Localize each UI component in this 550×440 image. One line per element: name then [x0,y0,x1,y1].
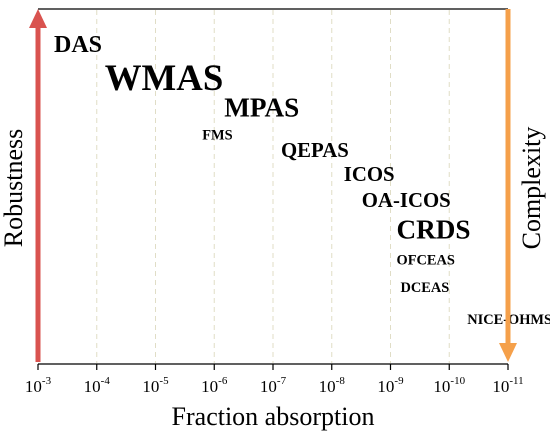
complexity-arrowhead [499,343,517,362]
technique-label-fms: FMS [202,127,232,143]
y-axis-label-left: Robustness [0,129,28,247]
x-tick-label: 10-3 [25,375,52,396]
technique-label-wmas: WMAS [105,57,224,98]
technique-label-das: DAS [54,32,102,58]
x-tick-label: 10-9 [377,375,404,396]
x-tick-label: 10-6 [201,375,228,396]
technique-label-crds: CRDS [397,215,471,245]
technique-label-qepas: QEPAS [281,139,349,162]
technique-label-mpas: MPAS [224,93,299,123]
x-axis-label: Fraction absorption [172,402,375,431]
technique-label-oa-icos: OA-ICOS [362,189,451,212]
x-tick-label: 10-7 [260,375,287,396]
grid-lines [96,10,450,363]
technique-label-icos: ICOS [344,163,395,186]
y-axis-label-right: Complexity [517,127,546,250]
technique-label-dceas: DCEAS [401,280,450,296]
x-tick-label: 10-10 [433,375,465,396]
x-tick-label: 10-4 [84,375,111,396]
x-tick-label: 10-8 [319,375,346,396]
x-tick-label: 10-5 [142,375,169,396]
robustness-arrowhead [29,9,47,28]
technique-label-ofceas: OFCEAS [397,252,455,268]
x-axis-ticks: 10-3 10-4 10-5 10-6 10-7 10-8 10-9 10-10 10-11 [25,364,524,396]
x-tick-label: 10-11 [492,375,523,396]
